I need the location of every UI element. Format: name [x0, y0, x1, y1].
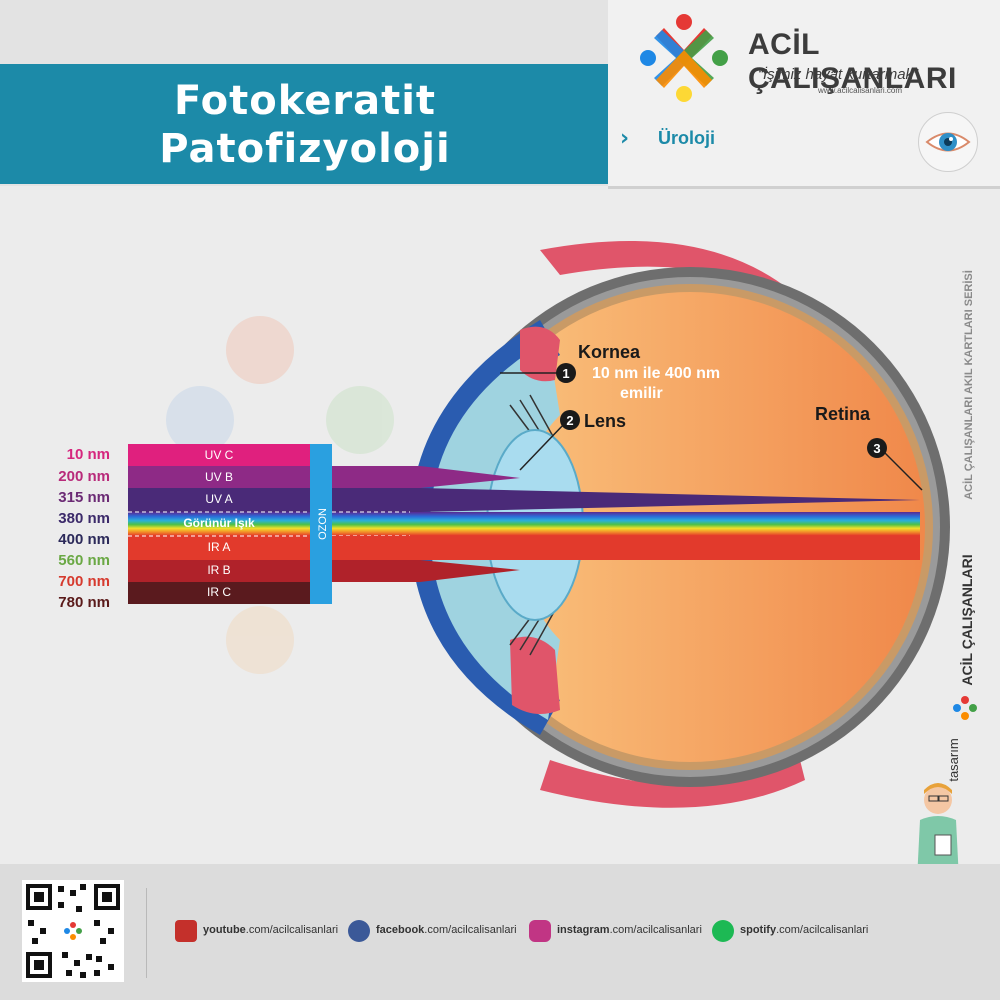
facebook-link[interactable]: facebook.com/acilcalisanlari: [376, 924, 517, 936]
brand-slogan: “İşimiz hayat kurtarmak”: [758, 66, 919, 83]
ira-beam: [332, 536, 920, 560]
eye-badge: [918, 112, 978, 172]
band-label: Görünür Işık: [183, 516, 255, 530]
marker-1: [556, 363, 576, 383]
band-label: UV A: [205, 492, 233, 506]
instagram-link[interactable]: instagram.com/acilcalisanlari: [557, 924, 702, 936]
irb-beam: [332, 560, 520, 582]
band-label: UV B: [204, 470, 233, 484]
spotify-link-bold: spotify: [740, 924, 777, 936]
kornea-note-line-2: emilir: [620, 385, 663, 402]
instagram-link-bold: instagram: [557, 924, 610, 936]
band-label: IR C: [207, 585, 231, 599]
youtube-link-rest: .com/acilcalisanlari: [245, 924, 339, 936]
radiation-bands: [128, 444, 310, 604]
brand-name: ACİL ÇALIŞANLARI: [748, 28, 957, 95]
wavelength-label: 700 nm: [58, 573, 110, 590]
band-label: IR A: [207, 540, 231, 554]
marker-2: [560, 410, 580, 430]
eyelid-tissue: [540, 241, 790, 300]
series-side-text: ACİL ÇALIŞANLARI AKIL KARTLARI SERİSİ: [962, 270, 975, 500]
design-credit-brand: ACİL ÇALIŞANLARI: [959, 554, 975, 685]
kornea-note-line-1: 10 nm ile 400 nm: [592, 365, 720, 382]
instagram-icon[interactable]: [529, 920, 551, 942]
youtube-link-bold: youtube: [203, 924, 246, 936]
title-banner: Fotokeratit Patofizyoloji: [0, 64, 610, 184]
facebook-icon[interactable]: [348, 920, 370, 942]
wavelength-label: 200 nm: [58, 468, 110, 485]
brand-website: www.acilcalisanlari.com: [818, 86, 903, 95]
eyelid-tissue-lower: [540, 760, 805, 808]
wavelength-label: 315 nm: [58, 489, 110, 506]
chevron-right-icon: ›: [620, 126, 630, 151]
eye-icon: [925, 132, 971, 152]
footer: youtube.com/acilcalisanlari facebook.com…: [0, 864, 1000, 1000]
brand-logo-icon: [640, 14, 728, 102]
wavelength-label: 780 nm: [58, 594, 110, 611]
marker-1-number: 1: [562, 366, 569, 381]
marker-2-number: 2: [566, 413, 573, 428]
spotify-link-rest: .com/acilcalisanlari: [776, 924, 869, 936]
iris-lower: [510, 636, 560, 714]
category-label: Üroloji: [658, 128, 715, 148]
band-label: UV C: [204, 448, 234, 462]
wavelength-label: 400 nm: [58, 531, 110, 548]
wavelength-label: 10 nm: [66, 446, 110, 463]
uva-beam: [332, 488, 920, 512]
youtube-icon[interactable]: [175, 920, 197, 942]
youtube-link[interactable]: youtube.com/acilcalisanlari: [203, 924, 338, 936]
band-label: IR B: [207, 563, 231, 577]
brand-panel: ACİL ÇALIŞANLARI “İşimiz hayat kurtarmak…: [608, 0, 1000, 189]
visible-beam: [332, 512, 920, 536]
design-credit-prefix: tasarım: [946, 738, 961, 781]
wavelength-label: 380 nm: [58, 510, 110, 527]
title-line-1: Fotokeratit: [173, 78, 437, 124]
spotify-icon[interactable]: [712, 920, 734, 942]
facebook-link-bold: facebook: [376, 924, 425, 936]
qr-code-icon[interactable]: [22, 880, 124, 982]
ozone-layer: [310, 444, 332, 604]
retina-label: Retina: [815, 404, 871, 424]
iris-upper: [520, 326, 560, 382]
marker-3-number: 3: [873, 441, 880, 456]
retina-pointer: [879, 447, 923, 491]
cornea: [410, 320, 560, 735]
facebook-link-rest: .com/acilcalisanlari: [424, 924, 517, 936]
marker-3: [867, 438, 887, 458]
wavelength-label: 560 nm: [58, 552, 110, 569]
spotify-link[interactable]: spotify.com/acilcalisanlari: [740, 924, 868, 936]
design-credit-logo-icon: [953, 696, 977, 720]
kornea-label: Kornea: [578, 342, 641, 362]
instagram-link-rest: .com/acilcalisanlari: [609, 924, 702, 936]
ozone-label: OZON: [317, 508, 329, 540]
lens-pointer: [519, 422, 566, 471]
lens-label: Lens: [584, 411, 626, 431]
footer-divider: [146, 888, 147, 978]
title-line-2: Patofizyoloji: [159, 126, 451, 172]
uvb-beam: [332, 466, 520, 488]
